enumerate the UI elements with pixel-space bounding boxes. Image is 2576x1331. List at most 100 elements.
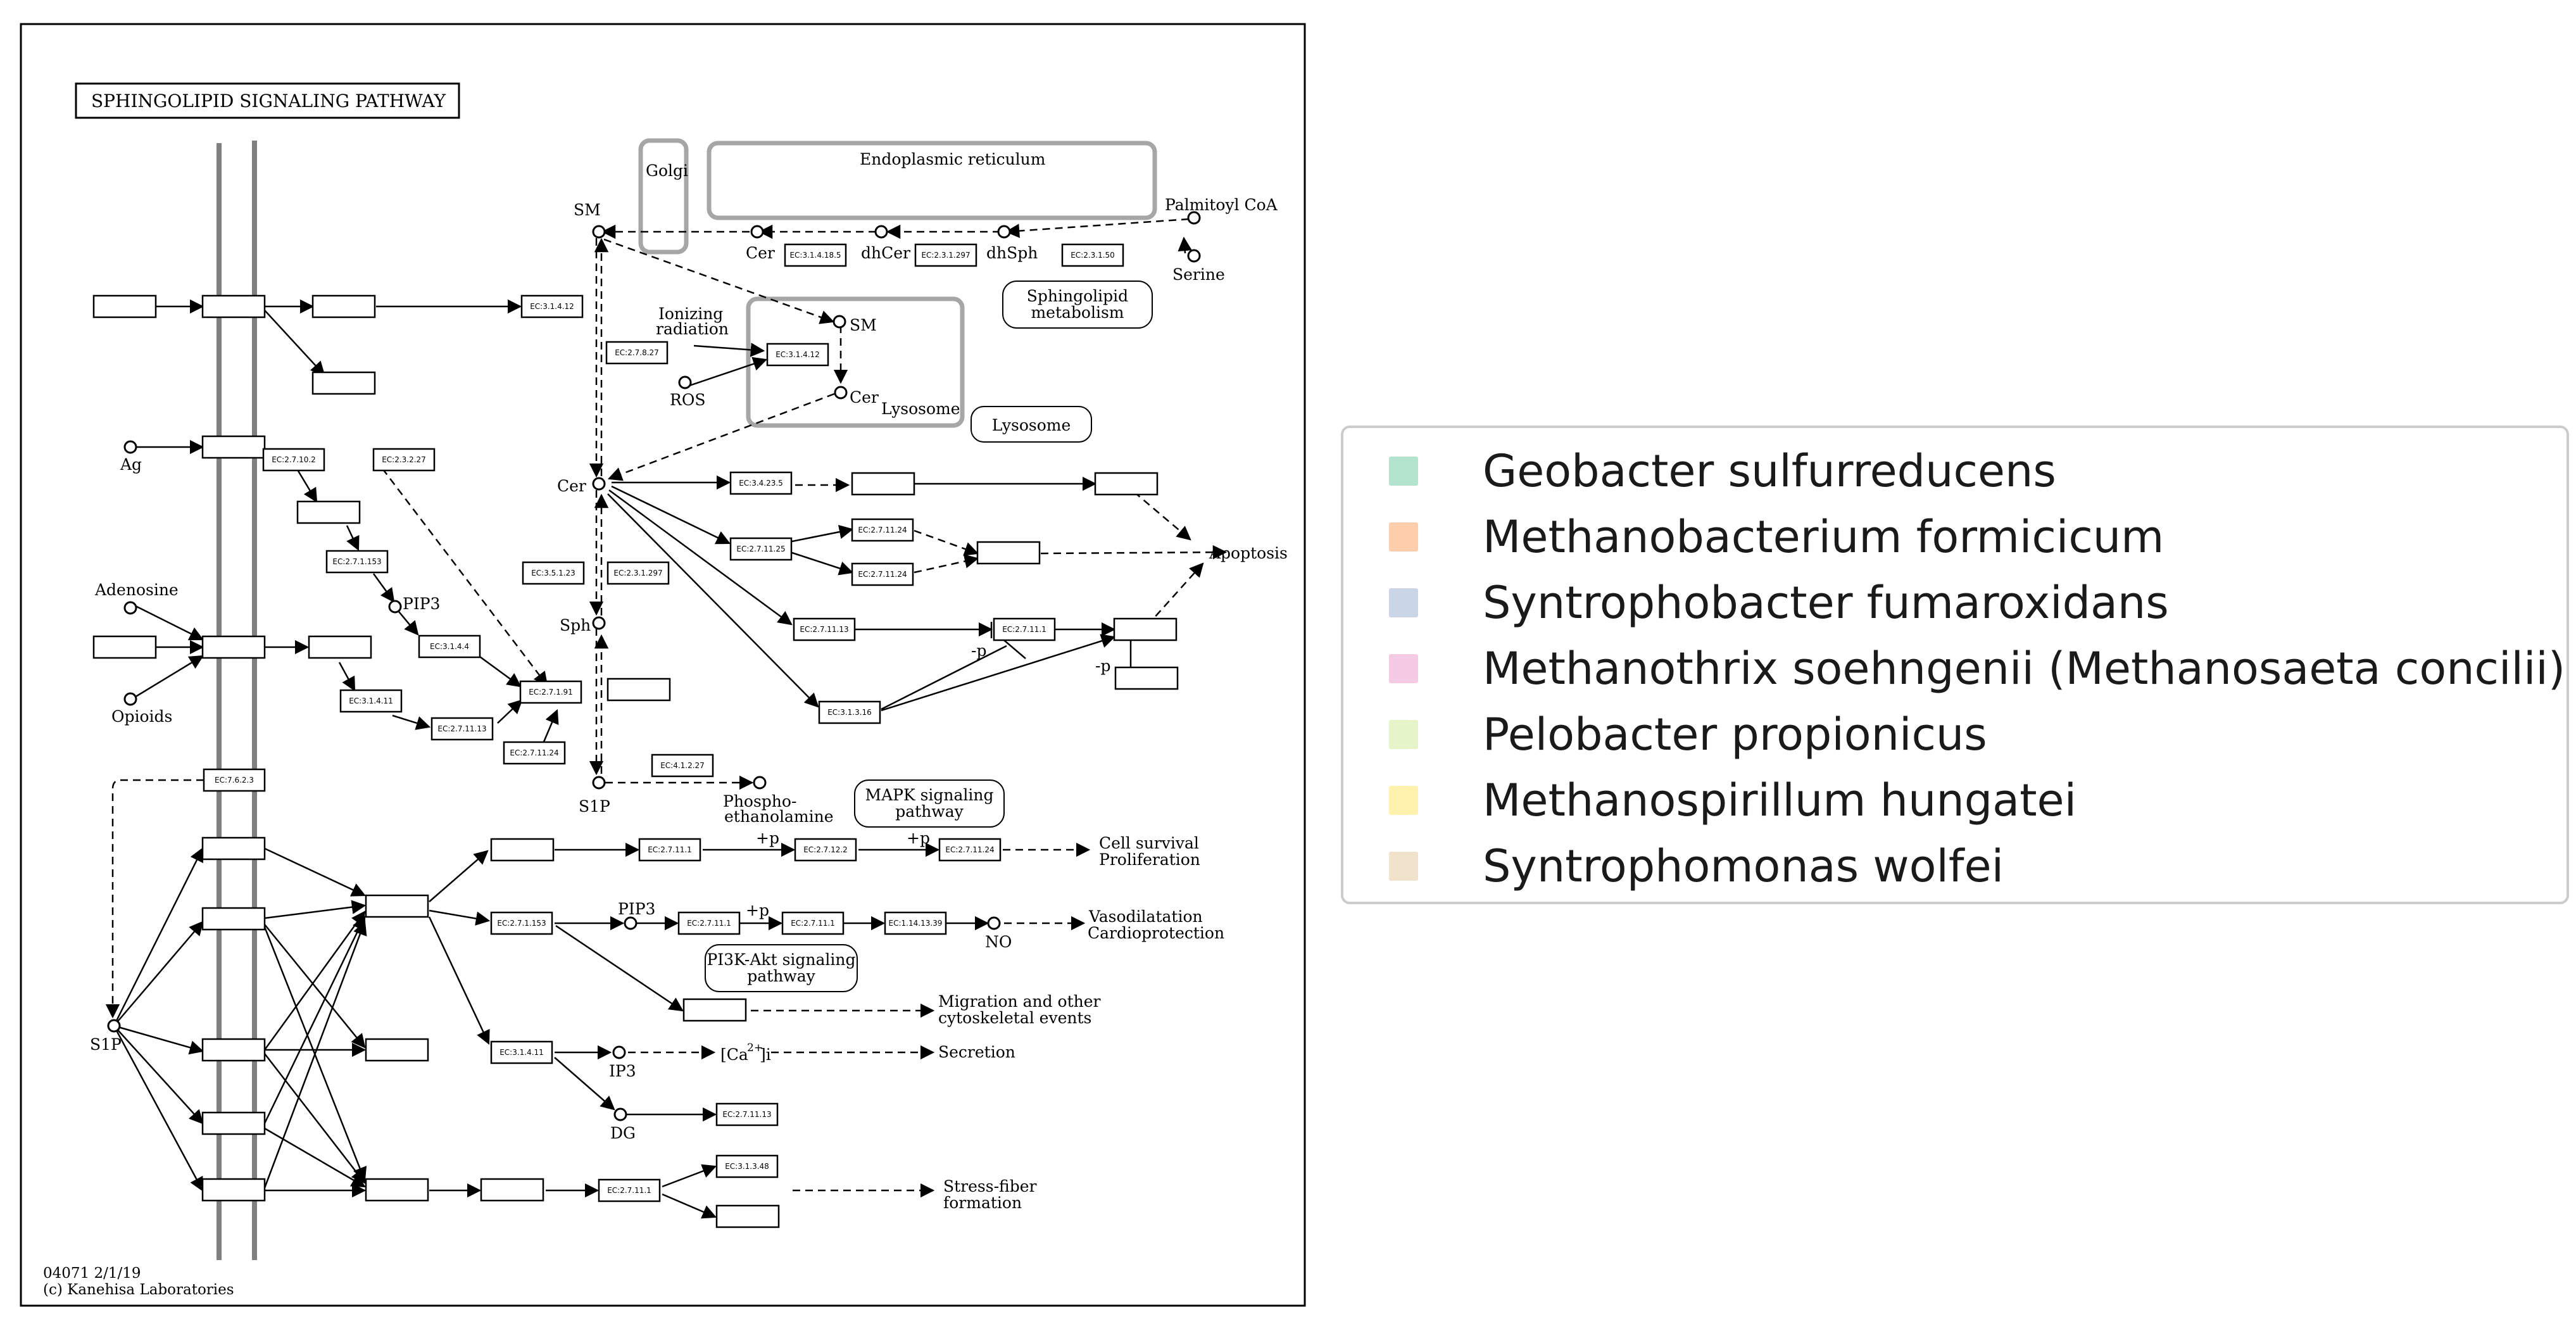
label-s1p: S1P (579, 797, 610, 816)
legend-label: Pelobacter propionicus (1483, 709, 1987, 760)
label-sph: Sph (560, 616, 591, 634)
legend-item: Geobacter sulfurreducens (1389, 438, 2056, 504)
ec-3-1-4-11-b: EC:3.1.4.11 (499, 1048, 544, 1057)
sphingolipid-metabolism-link[interactable] (1002, 281, 1153, 329)
edges-dashed (382, 218, 1228, 1198)
ec-2-7-11-1-a: EC:2.7.11.1 (1002, 625, 1046, 634)
ec-3-5-1-23: EC:3.5.1.23 (531, 569, 575, 577)
ec-2-7-8-27: EC:2.7.8.27 (615, 348, 659, 357)
label-ionizing-1: Ionizing (658, 305, 723, 323)
ec-2-3-1-50: EC:2.3.1.50 (1071, 251, 1115, 260)
label-stress-fiber-1: Stress-fiber (943, 1177, 1036, 1195)
label-cer-lys: Cer (850, 388, 879, 407)
legend-item: Methanobacterium formicicum (1389, 504, 2164, 570)
map-title: SPHINGOLIPID SIGNALING PATHWAY (91, 91, 446, 111)
edge-s1p-export (105, 779, 204, 1019)
label-opioids: Opioids (111, 707, 172, 726)
label-dhcer: dhCer (861, 244, 910, 262)
ec-3-1-4-12-a: EC:3.1.4.12 (530, 302, 574, 311)
label-ip3: IP3 (609, 1062, 636, 1080)
label-cell-survival-1: Cell survival (1099, 834, 1199, 852)
legend-label: Syntrophobacter fumaroxidans (1483, 577, 2169, 629)
ec-2-7-11-13-a: EC:2.7.11.13 (437, 724, 486, 733)
label-sm-lys: SM (850, 316, 877, 334)
label-cell-survival-2: Proliferation (1099, 850, 1200, 869)
legend-item: Methanothrix soehngenii (Methanosaeta co… (1389, 636, 2565, 702)
label-ca: [Ca (720, 1045, 748, 1064)
label-cer-er: Cer (746, 244, 775, 262)
mapk-link[interactable] (854, 779, 1005, 828)
compound-nodes[interactable] (107, 211, 1201, 1121)
ec-4-1-2-27: EC:4.1.2.27 (660, 761, 705, 770)
er-compartment (707, 141, 1157, 220)
label-vasodilatation-2: Cardioprotection (1088, 924, 1224, 942)
lysosome-compartment (746, 296, 965, 428)
label-stress-fiber-2: formation (943, 1194, 1022, 1212)
golgi-label: Golgi (646, 161, 688, 180)
lysosome-label: Lysosome (881, 400, 960, 418)
label-adenosine: Adenosine (94, 581, 179, 599)
legend-item: Syntrophobacter fumaroxidans (1389, 570, 2169, 636)
label-p-plus-1: +p (756, 829, 779, 847)
label-ca-sup: 2+ (747, 1042, 763, 1054)
pi3k-link[interactable] (705, 944, 858, 992)
ec-2-7-11-25: EC:2.7.11.25 (736, 545, 785, 553)
mapk-label-2: pathway (895, 802, 964, 821)
ec-2-7-11-24-c: EC:2.7.11.24 (858, 570, 907, 579)
legend-swatch (1389, 852, 1418, 881)
ec-2-7-11-24-d: EC:2.7.11.24 (945, 845, 994, 854)
legend-swatch (1389, 720, 1418, 749)
ec-3-4-23-5: EC:3.4.23.5 (739, 479, 783, 488)
ec-2-7-1-153-b: EC:2.7.1.153 (497, 919, 546, 928)
mapk-label-1: MAPK signaling (865, 786, 993, 804)
compound-labels: SM Cer dhCer dhSph Palmitoyl CoA Serine … (90, 196, 1278, 1142)
ec-2-7-11-13-b: EC:2.7.11.13 (800, 625, 848, 634)
label-dhsph: dhSph (986, 244, 1038, 262)
label-dg: DG (610, 1124, 636, 1142)
er-label: Endoplasmic reticulum (860, 150, 1046, 168)
ec-2-7-11-24-b: EC:2.7.11.24 (858, 526, 907, 534)
legend-swatch (1389, 654, 1418, 683)
legend-label: Methanothrix soehngenii (Methanosaeta co… (1483, 643, 2566, 695)
footer-id: 04071 2/1/19 (43, 1265, 141, 1282)
lysosome-map-link[interactable] (971, 406, 1092, 443)
legend-item: Pelobacter propionicus (1389, 702, 1987, 767)
legend-label: Methanospirillum hungatei (1483, 774, 2077, 826)
ec-2-7-11-1-d: EC:2.7.11.1 (791, 919, 835, 928)
ec-7-6-2-3: EC:7.6.2.3 (215, 776, 254, 785)
label-no: NO (985, 933, 1012, 951)
gene-boxes[interactable] (92, 294, 1179, 1228)
ec-3-1-4-18-5: EC:3.1.4.18.5 (789, 251, 841, 260)
pathway-map: SPHINGOLIPID SIGNALING PATHWAY Golgi End… (20, 23, 1306, 1307)
ec-2-7-11-13-c: EC:2.7.11.13 (722, 1110, 771, 1119)
ec-3-1-3-16: EC:3.1.3.16 (827, 708, 872, 717)
sphingolipid-metabolism-label-2: metabolism (1031, 303, 1124, 322)
golgi-compartment (638, 138, 689, 255)
label-pip3: PIP3 (403, 595, 440, 613)
edges-solid (113, 299, 1116, 1219)
label-pip3-b: PIP3 (618, 900, 655, 918)
legend-swatch (1389, 588, 1418, 617)
pi3k-label-2: pathway (747, 967, 815, 985)
pi3k-label-1: PI3K-Akt signaling (707, 950, 855, 969)
label-vasodilatation-1: Vasodilatation (1088, 907, 1203, 926)
label-ionizing-2: radiation (656, 320, 729, 338)
ec-3-1-3-48: EC:3.1.3.48 (725, 1162, 769, 1171)
title-box (75, 82, 460, 119)
enzyme-boxes[interactable] (203, 243, 1124, 1202)
legend-swatch (1389, 457, 1418, 486)
legend-label: Methanobacterium formicicum (1483, 511, 2164, 563)
label-ros: ROS (670, 391, 705, 409)
label-apoptosis: Apoptosis (1209, 544, 1288, 562)
legend-item: Syntrophomonas wolfei (1389, 833, 2004, 899)
ec-2-7-11-24-a: EC:2.7.11.24 (510, 748, 558, 757)
label-serine: Serine (1172, 265, 1225, 284)
ec-2-7-1-153-a: EC:2.7.1.153 (332, 557, 381, 566)
label-s1p-left: S1P (90, 1035, 122, 1054)
ec-2-3-1-297-a: EC:2.3.1.297 (921, 251, 970, 260)
label-migration-2: cytoskeletal events (938, 1009, 1091, 1027)
legend-swatch (1389, 522, 1418, 552)
species-legend: Geobacter sulfurreducens Methanobacteriu… (1341, 426, 2569, 904)
legend-label: Geobacter sulfurreducens (1483, 445, 2056, 497)
ec-3-1-4-12-b: EC:3.1.4.12 (776, 350, 820, 359)
